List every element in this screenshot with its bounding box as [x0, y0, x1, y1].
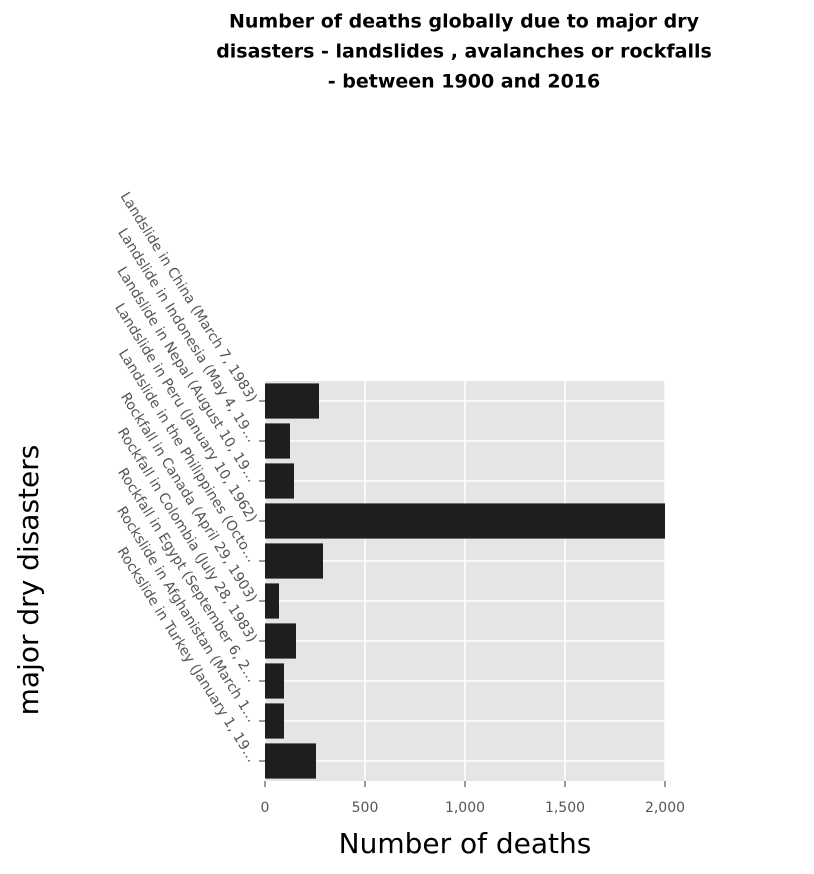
x-axis-label: Number of deaths [339, 827, 592, 860]
x-tick-label: 1,000 [445, 800, 485, 816]
bar [265, 423, 290, 459]
chart-title: - between 1900 and 2016 [328, 71, 600, 93]
x-tick-label: 2,000 [645, 800, 685, 816]
x-tick-label: 1,500 [545, 800, 585, 816]
x-tick-label: 0 [261, 800, 270, 816]
bar [265, 623, 296, 659]
y-axis-label: major dry disasters [12, 445, 45, 716]
bar [265, 703, 284, 739]
bar [265, 743, 316, 779]
bar [265, 543, 323, 579]
bar [265, 503, 665, 539]
bar [265, 463, 294, 499]
bar [265, 663, 284, 699]
bar [265, 583, 279, 619]
chart-title: disasters - landslides , avalanches or r… [216, 41, 712, 63]
bar [265, 383, 319, 419]
chart-title: Number of deaths globally due to major d… [229, 11, 700, 33]
x-tick-label: 500 [352, 800, 379, 816]
